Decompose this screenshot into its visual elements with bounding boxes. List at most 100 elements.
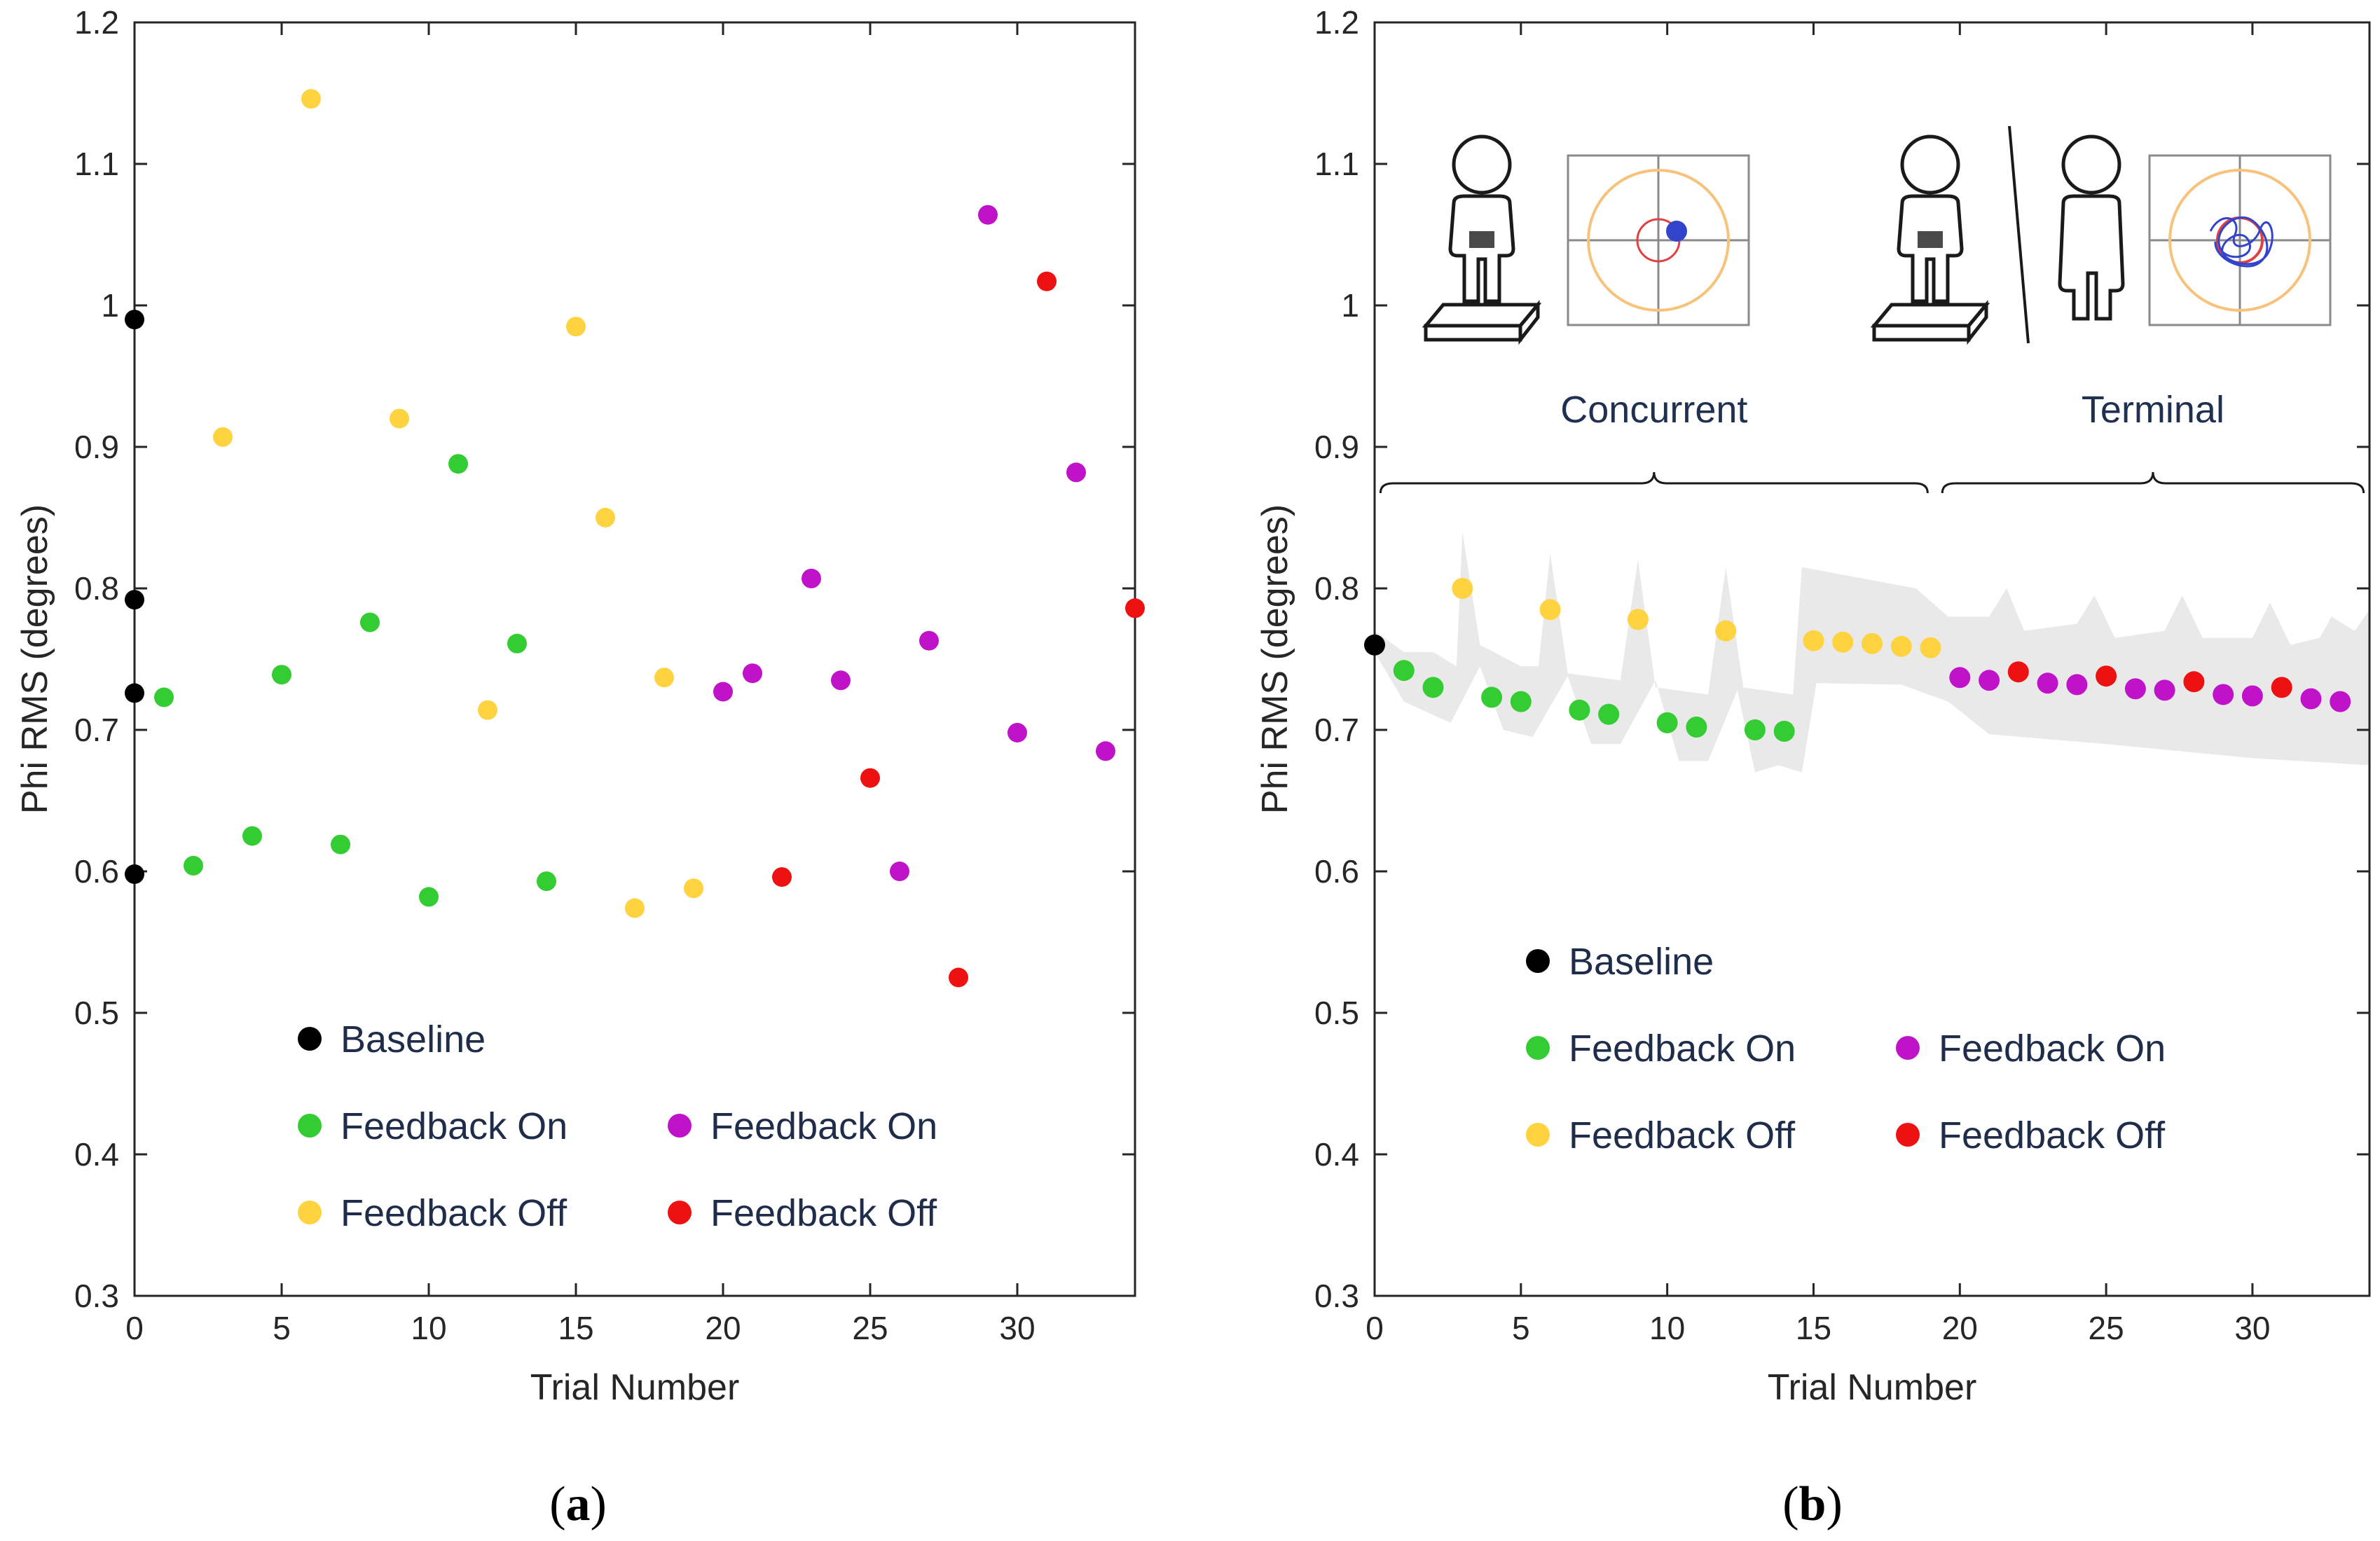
data-point-concurrent-off — [213, 427, 233, 447]
data-point-terminal-on — [2241, 685, 2263, 707]
x-tick-label: 5 — [1512, 1310, 1530, 1346]
data-point-terminal-on — [713, 682, 733, 702]
data-point-terminal-off — [2096, 665, 2117, 687]
data-point-terminal-off — [2007, 661, 2029, 683]
divider-line — [2008, 125, 2030, 344]
x-tick-label: 15 — [558, 1310, 593, 1346]
data-point-concurrent-off — [1715, 620, 1737, 642]
data-point-concurrent-off — [596, 508, 615, 527]
y-tick-label: 1.2 — [1314, 4, 1359, 41]
data-point-terminal-on — [890, 862, 909, 881]
y-tick-label: 0.3 — [74, 1278, 119, 1314]
legend-label: Feedback On — [1939, 1028, 2166, 1070]
y-tick-label: 1.2 — [74, 4, 119, 41]
y-tick-label: 0.9 — [1314, 429, 1359, 465]
x-axis-title: Trial Number — [530, 1367, 740, 1408]
data-point-concurrent-off — [684, 878, 703, 899]
data-point-concurrent-on — [1744, 719, 1766, 740]
data-point-baseline — [125, 310, 144, 330]
x-tick-label: 25 — [852, 1310, 888, 1346]
data-point-concurrent-on — [1422, 677, 1444, 698]
data-point-concurrent-off — [1862, 633, 1883, 654]
data-point-terminal-off — [1125, 598, 1145, 619]
y-tick-label: 0.4 — [1314, 1136, 1359, 1173]
data-point-concurrent-off — [390, 408, 409, 429]
y-tick-label: 0.7 — [74, 712, 119, 748]
x-tick-label: 0 — [1366, 1310, 1384, 1346]
data-point-concurrent-off — [1890, 635, 1912, 657]
y-tick-label: 1.1 — [1314, 146, 1359, 182]
legend-marker-concurrent-off — [1526, 1123, 1550, 1147]
y-tick-label: 0.4 — [74, 1136, 119, 1173]
data-point-concurrent-off — [1832, 631, 1854, 653]
legend-marker-terminal-on — [668, 1114, 692, 1138]
x-axis-title: Trial Number — [1768, 1367, 1977, 1408]
x-tick-label: 15 — [1796, 1310, 1831, 1346]
data-point-terminal-on — [1096, 741, 1115, 761]
feedback-icons — [1422, 125, 2332, 345]
data-point-terminal-off — [772, 867, 792, 887]
x-tick-label: 25 — [2089, 1310, 2124, 1346]
y-tick-label: 0.7 — [1314, 712, 1359, 748]
data-point-concurrent-on — [1686, 717, 1707, 738]
y-tick-label: 1 — [101, 287, 119, 324]
legend-marker-terminal-on — [1896, 1036, 1920, 1060]
data-point-baseline — [125, 590, 144, 610]
y-tick-label: 0.8 — [74, 570, 119, 607]
data-point-concurrent-on — [154, 687, 174, 707]
data-point-terminal-on — [2124, 678, 2146, 700]
data-point-concurrent-on — [1773, 721, 1795, 742]
data-point-terminal-on — [1007, 723, 1027, 742]
legend-label: Feedback Off — [1939, 1114, 2166, 1156]
data-point-concurrent-on — [1481, 686, 1503, 708]
data-point-terminal-off — [2271, 677, 2292, 698]
y-tick-label: 0.3 — [1314, 1278, 1359, 1314]
phase-label: Concurrent — [1560, 389, 1747, 431]
y-tick-label: 0.5 — [1314, 995, 1359, 1031]
y-tick-label: 0.9 — [74, 429, 119, 465]
legend-label: Baseline — [1569, 941, 1714, 983]
panel-a-chart: 0 5 10 15 20 25 30 0.3 0.4 0.5 0.6 0.7 0.8 0.9 1 1.1 1.2… — [15, 4, 1145, 1531]
data-point-terminal-on — [2300, 688, 2322, 710]
data-point-terminal-on — [1979, 670, 2000, 691]
data-point-concurrent-on — [1569, 699, 1590, 721]
data-point-terminal-on — [978, 205, 998, 225]
panel-b-chart: 0 5 10 15 20 25 30 0.3 0.4 0.5 0.6 0.7 0.8 0.9 1 1.1 1.2… — [1255, 4, 2371, 1531]
y-tick-label: 1 — [1341, 287, 1359, 324]
concurrent-target-icon — [1567, 154, 1750, 326]
data-point-concurrent-on — [537, 871, 556, 892]
data-point-concurrent-off — [1452, 578, 1473, 599]
legend-label: Feedback On — [1569, 1028, 1796, 1070]
phase-label: Terminal — [2082, 389, 2224, 431]
x-tick-label: 5 — [273, 1310, 291, 1346]
legend-label: Feedback On — [710, 1105, 937, 1147]
data-point-baseline — [125, 683, 144, 703]
data-point-concurrent-on — [1393, 660, 1415, 682]
x-tick-label: 30 — [2234, 1310, 2270, 1346]
data-point-terminal-on — [1066, 462, 1086, 483]
data-point-concurrent-on — [242, 826, 262, 846]
data-point-concurrent-off — [1920, 637, 1941, 658]
data-point-concurrent-off — [654, 668, 674, 688]
data-point-concurrent-on — [507, 633, 527, 654]
data-point-concurrent-off — [1803, 630, 1824, 651]
data-point-terminal-on — [802, 568, 821, 588]
phase-brace — [1379, 471, 1929, 494]
data-point-concurrent-on — [331, 834, 350, 855]
legend-label: Feedback Off — [710, 1192, 937, 1234]
data-point-concurrent-on — [360, 612, 380, 633]
legend-marker-concurrent-on — [298, 1114, 322, 1138]
data-point-baseline — [1364, 634, 1385, 656]
data-point-baseline — [125, 864, 144, 884]
person-on-platform-icon — [1422, 134, 1542, 345]
data-point-terminal-on — [1949, 667, 1971, 689]
panel-label: (a) — [549, 1477, 607, 1531]
x-tick-label: 30 — [999, 1310, 1035, 1346]
data-point-terminal-off — [949, 967, 968, 988]
y-tick-label: 1.1 — [74, 146, 119, 182]
data-point-concurrent-off — [301, 89, 321, 109]
data-point-terminal-on — [2066, 674, 2088, 696]
legend-marker-concurrent-off — [298, 1201, 322, 1224]
data-point-concurrent-off — [478, 700, 497, 720]
